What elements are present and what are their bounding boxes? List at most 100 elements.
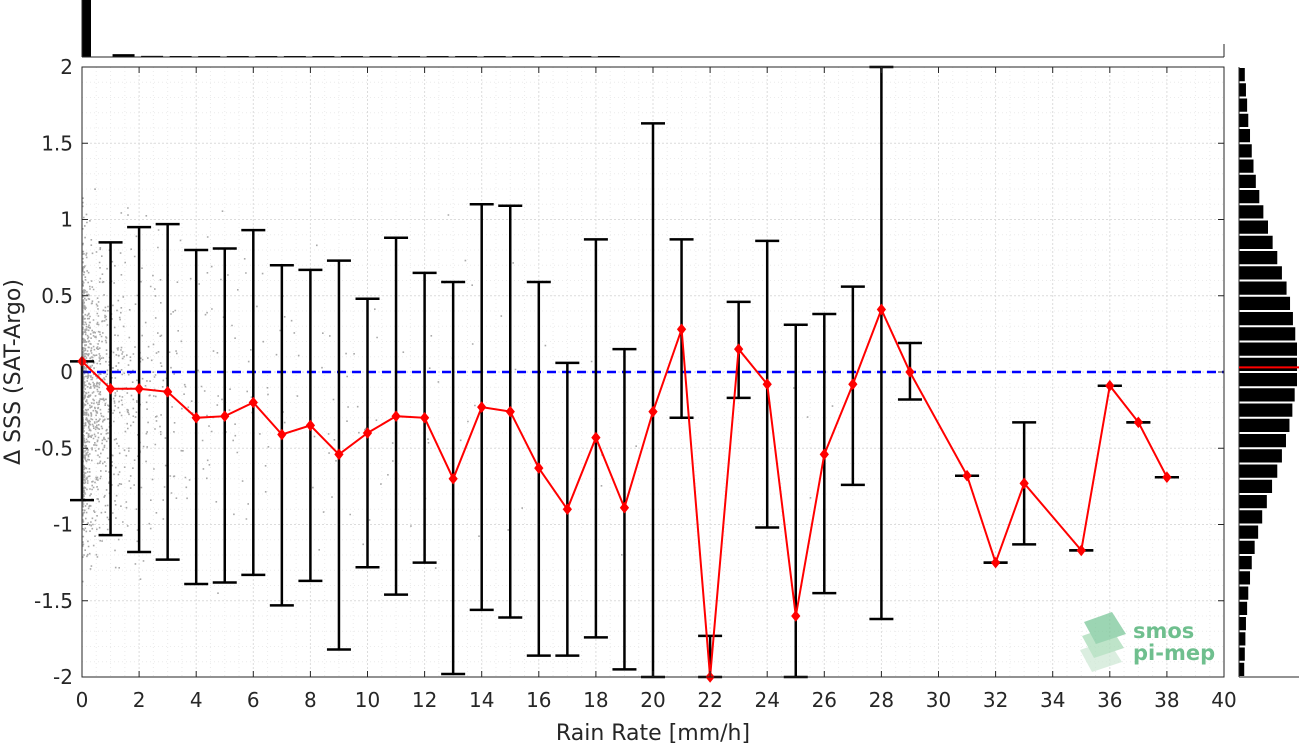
- x-tick-label: 36: [1097, 688, 1122, 712]
- right-histogram-bar: [1239, 281, 1287, 295]
- right-histogram-bar: [1239, 632, 1246, 646]
- mean-point: [305, 419, 316, 432]
- x-tick-label: 22: [697, 688, 722, 712]
- right-histogram-bar: [1239, 83, 1246, 97]
- binned-mean-series: [77, 303, 1172, 683]
- mean-point: [248, 396, 258, 409]
- mean-point: [134, 382, 144, 395]
- top-histogram: [81, 0, 1225, 58]
- right-histogram-bar: [1239, 388, 1295, 402]
- mean-point: [1133, 416, 1143, 429]
- right-histogram-bar: [1239, 190, 1260, 204]
- mean-point: [1019, 477, 1029, 490]
- x-tick-label: 18: [583, 688, 608, 712]
- right-histogram-bar: [1239, 312, 1293, 326]
- right-histogram-bar: [1239, 342, 1297, 356]
- right-histogram-bar: [1239, 418, 1290, 432]
- mean-point: [1105, 379, 1115, 392]
- right-histogram-bar: [1239, 647, 1245, 661]
- mean-point: [191, 411, 201, 424]
- y-tick-label: -1.5: [34, 589, 73, 613]
- right-histogram-bar: [1239, 251, 1278, 265]
- right-histogram-bar: [1239, 296, 1291, 310]
- right-histogram-bar: [1239, 113, 1249, 127]
- axis-ticks: 0 2 4 6 8 10 12 14 16 18 20 22 24 26 28 30 32 34 36 38 40-2-…: [34, 55, 1237, 712]
- mean-point: [734, 343, 744, 355]
- mean-point: [762, 378, 772, 391]
- x-tick-label: 14: [469, 688, 494, 712]
- mean-point: [1076, 544, 1086, 557]
- right-histogram-bar: [1239, 205, 1264, 219]
- x-tick-label: 2: [133, 688, 146, 712]
- x-tick-label: 8: [304, 688, 317, 712]
- top-histogram-bar: [112, 54, 135, 57]
- right-histogram-bar: [1239, 540, 1255, 554]
- right-histogram-bar: [1239, 220, 1268, 234]
- y-tick-label: 0: [60, 360, 73, 384]
- top-histogram-bar: [82, 0, 91, 57]
- right-histogram-bar: [1239, 464, 1278, 478]
- y-tick-label: 1: [60, 208, 73, 232]
- right-histogram-bar: [1239, 327, 1296, 341]
- mean-point: [391, 410, 401, 423]
- y-tick-label: 0.5: [41, 284, 73, 308]
- mean-point: [1162, 471, 1172, 484]
- mean-point: [676, 323, 687, 336]
- right-histogram-bar: [1239, 403, 1293, 417]
- y-tick-label: 1.5: [41, 131, 73, 155]
- logo-layers-icon: [1080, 612, 1126, 672]
- x-axis-label: Rain Rate [mm/h]: [556, 721, 750, 745]
- mean-point: [448, 472, 458, 485]
- logo-text-line1: smos: [1133, 619, 1194, 643]
- x-tick-label: 6: [247, 688, 260, 712]
- mean-point: [876, 303, 887, 316]
- right-histogram-bar: [1239, 235, 1273, 249]
- x-tick-label: 20: [640, 688, 665, 712]
- mean-point: [505, 405, 515, 418]
- x-tick-label: 12: [412, 688, 437, 712]
- right-histogram-bar: [1239, 571, 1251, 585]
- right-histogram-bar: [1239, 357, 1297, 371]
- y-tick-label: -2: [53, 665, 73, 689]
- mean-point: [105, 382, 116, 395]
- x-tick-label: 24: [754, 688, 779, 712]
- mean-point: [362, 427, 373, 439]
- x-tick-label: 26: [812, 688, 837, 712]
- right-histogram-bar: [1239, 266, 1282, 280]
- right-histogram-bar: [1239, 479, 1273, 493]
- x-tick-label: 30: [926, 688, 951, 712]
- right-histogram: [1238, 67, 1299, 678]
- x-tick-label: 4: [190, 688, 203, 712]
- right-histogram-bar: [1239, 662, 1245, 676]
- right-histogram-bar: [1239, 373, 1297, 387]
- mean-point: [905, 366, 915, 378]
- smos-pi-mep-logo: smos pi-mep: [1080, 612, 1215, 672]
- top-histogram-bar: [141, 55, 164, 57]
- right-histogram-bar: [1239, 144, 1252, 158]
- x-tick-label: 40: [1211, 688, 1236, 712]
- x-tick-label: 32: [983, 688, 1008, 712]
- right-histogram-bar: [1239, 129, 1251, 143]
- mean-point: [334, 448, 344, 461]
- right-histogram-bar: [1239, 586, 1249, 600]
- right-histogram-bar: [1239, 510, 1263, 524]
- right-histogram-bar: [1239, 434, 1286, 448]
- mean-point: [962, 469, 972, 482]
- y-tick-label: -0.5: [34, 436, 73, 460]
- mean-point: [220, 410, 230, 423]
- x-tick-label: 10: [355, 688, 380, 712]
- mean-point: [791, 610, 801, 622]
- right-histogram-bar: [1239, 525, 1259, 539]
- mean-point: [990, 556, 1001, 569]
- right-histogram-bar: [1239, 449, 1282, 463]
- mean-point: [419, 411, 430, 424]
- right-histogram-bar: [1239, 495, 1267, 509]
- right-histogram-bar: [1239, 98, 1248, 112]
- right-histogram-bar: [1239, 556, 1252, 570]
- mean-point: [591, 431, 601, 444]
- logo-text-line2: pi-mep: [1133, 641, 1215, 665]
- right-histogram-bar: [1239, 617, 1246, 631]
- mean-point: [848, 378, 858, 391]
